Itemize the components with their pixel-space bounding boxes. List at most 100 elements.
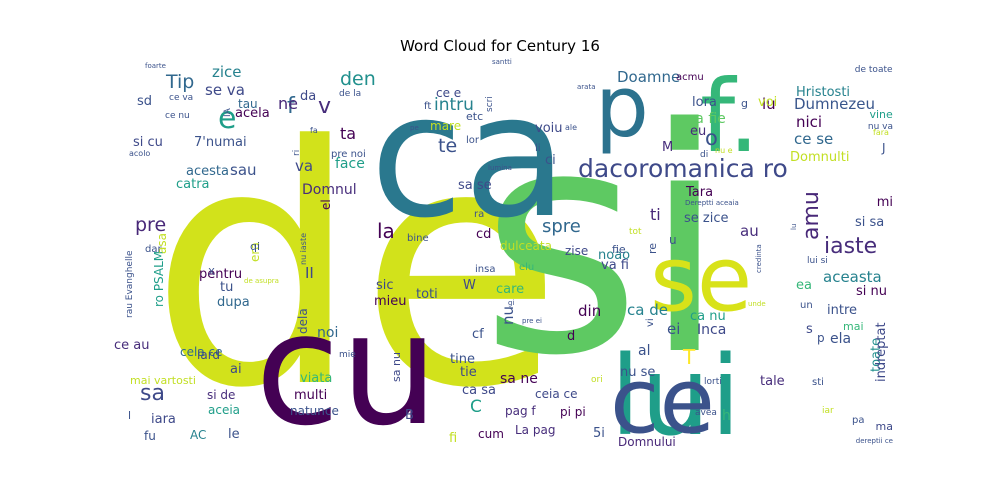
word-j: J (881, 141, 886, 155)
word-u: u (669, 233, 677, 247)
word-ca-de: ca de (627, 301, 668, 319)
word-de: de (150, 76, 563, 460)
word-care: care (496, 282, 524, 297)
word-le: le (228, 427, 240, 442)
word-eu: eu (690, 124, 706, 139)
word-din: din (578, 302, 601, 320)
word-sa-ne: sa ne (500, 371, 538, 387)
word-w: W (463, 278, 476, 293)
word-sau: sau (230, 161, 257, 179)
word-sa: sa (140, 381, 165, 406)
word-t: T (682, 345, 696, 369)
word-ai: ai (230, 362, 242, 377)
word-lui-si: lui si (807, 256, 828, 266)
word-ma: ma (876, 420, 893, 433)
word-insa: insa (475, 264, 495, 275)
word-doamne: Doamne (617, 68, 680, 86)
word-f: f. (700, 58, 760, 175)
word-asa: asa (155, 233, 169, 254)
word-dereptii-ce: dereptii ce (856, 437, 893, 445)
word-ft: ft (424, 101, 431, 112)
word-cf: cf (472, 327, 484, 342)
word-acesta: acesta (186, 164, 229, 179)
word-5i: 5i (593, 426, 605, 441)
word-dulceata: dulceata (500, 239, 552, 253)
word-spre: spre (542, 216, 581, 237)
word-ta: ta (340, 124, 356, 143)
word-foarte: foarte (145, 62, 166, 70)
word-etc: etc (466, 110, 483, 123)
word-va-fi: va fi (601, 258, 629, 273)
word-re: re (646, 243, 659, 254)
word-intru: intru (434, 95, 474, 115)
word-lor: lor (466, 135, 480, 146)
word-p: p (817, 331, 825, 345)
word-si-cu: si cu (133, 135, 163, 150)
word-santti: santti (492, 58, 512, 66)
word-tau: tau (238, 97, 258, 111)
word-sa-se: sa se (458, 178, 492, 193)
word-ori: ori (591, 375, 603, 385)
word-gi: gi (508, 299, 514, 307)
word-se: se (650, 227, 752, 332)
word-nu-va: nu va (868, 122, 893, 132)
word-la-pag: La pag (515, 423, 555, 437)
word-li: li (535, 143, 541, 154)
word-face: face (335, 156, 365, 172)
word-ro-psalm: ro PSALM (152, 251, 166, 307)
word-ac: AC (190, 428, 206, 442)
word-un: un (800, 300, 813, 311)
word-catra: catra (176, 177, 210, 192)
word-lora: lora (692, 95, 717, 110)
word-lumina: lumina (488, 164, 512, 172)
word-cd: cd (476, 227, 491, 242)
word-dereptti-aceaia: Dereptti aceaia (685, 199, 739, 207)
word-ce-e: ce e (436, 86, 461, 100)
word-tu: tu (220, 280, 233, 295)
word-f: f (287, 94, 296, 119)
word-indreptat: indreptat (874, 322, 889, 382)
word-acela: acela (235, 106, 270, 121)
word-ti: ti (650, 205, 661, 224)
word-multi: multi (294, 388, 327, 403)
word-pa: pa (852, 415, 864, 426)
word-ca-nu: ca nu (690, 309, 726, 324)
word-sd: sd (137, 94, 152, 109)
word-domnului: Domnului (618, 435, 676, 449)
word-fie: fie (612, 243, 626, 256)
word-dar: dar (145, 244, 162, 255)
word-7-numai: 7'numai (194, 135, 247, 150)
word-pre-noi: pre noi (331, 149, 366, 160)
word-el: el (319, 199, 333, 210)
word-iara: iara (151, 412, 176, 427)
word-toate: toate (869, 338, 884, 372)
word-m: M (662, 140, 673, 155)
word-ela: ela (830, 331, 851, 347)
word-bine: bine (407, 233, 429, 244)
word-de-la: de la (339, 89, 361, 99)
word-viata: viata (300, 371, 332, 386)
word-de-toate: de toate (855, 65, 893, 75)
word-di: di (700, 150, 708, 160)
word-vine: vine (869, 108, 893, 121)
word-lui: lui (610, 332, 741, 460)
word-avea: avea (695, 408, 717, 418)
word-iar: iar (822, 406, 834, 416)
word-s: s (806, 322, 813, 337)
word-dacoromanica-ro: dacoromanica ro (578, 154, 788, 183)
word-ce-se: ce se (794, 130, 833, 148)
word-den: den (340, 68, 376, 90)
word-ca: ca (370, 58, 568, 256)
word-dumnezeu: Dumnezeu (794, 95, 875, 113)
word-dela: dela (296, 308, 310, 334)
word-ce-va: ce va (169, 93, 193, 103)
word-qi: qi (250, 240, 260, 253)
word-pentru: pentru (199, 267, 242, 282)
word-fi: fi (449, 431, 457, 446)
word-tip: Tip (165, 71, 194, 93)
word-pi-pi: pi pi (560, 405, 586, 419)
word-nu-e: nu e (715, 146, 733, 155)
word-noi: noi (317, 325, 338, 341)
word-voiu: voiu (535, 121, 563, 136)
